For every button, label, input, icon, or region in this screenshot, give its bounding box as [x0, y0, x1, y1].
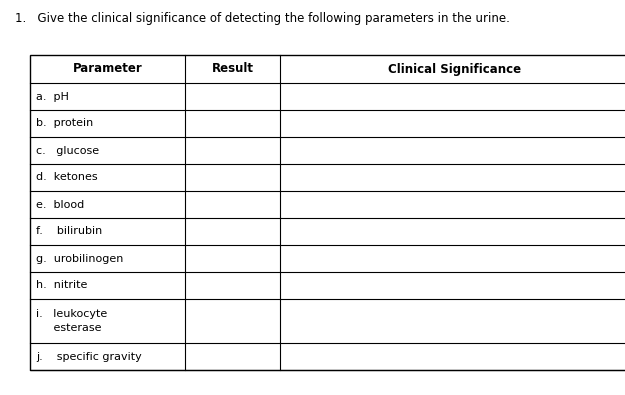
Text: i.   leukocyte
     esterase: i. leukocyte esterase [36, 309, 108, 333]
Text: c.   glucose: c. glucose [36, 145, 99, 156]
Text: d.  ketones: d. ketones [36, 173, 98, 182]
Text: g.  urobilinogen: g. urobilinogen [36, 254, 123, 263]
Text: 1.   Give the clinical significance of detecting the following parameters in the: 1. Give the clinical significance of det… [15, 12, 510, 25]
Text: f.    bilirubin: f. bilirubin [36, 226, 102, 237]
Text: Result: Result [211, 62, 254, 75]
Bar [30, 55, 625, 370]
Text: a.  pH: a. pH [36, 92, 69, 102]
Text: Parameter: Parameter [72, 62, 142, 75]
Text: h.  nitrite: h. nitrite [36, 280, 88, 290]
Text: e.  blood: e. blood [36, 199, 84, 209]
Text: b.  protein: b. protein [36, 118, 93, 128]
Text: j.    specific gravity: j. specific gravity [36, 352, 142, 361]
Text: Clinical Significance: Clinical Significance [389, 62, 521, 75]
